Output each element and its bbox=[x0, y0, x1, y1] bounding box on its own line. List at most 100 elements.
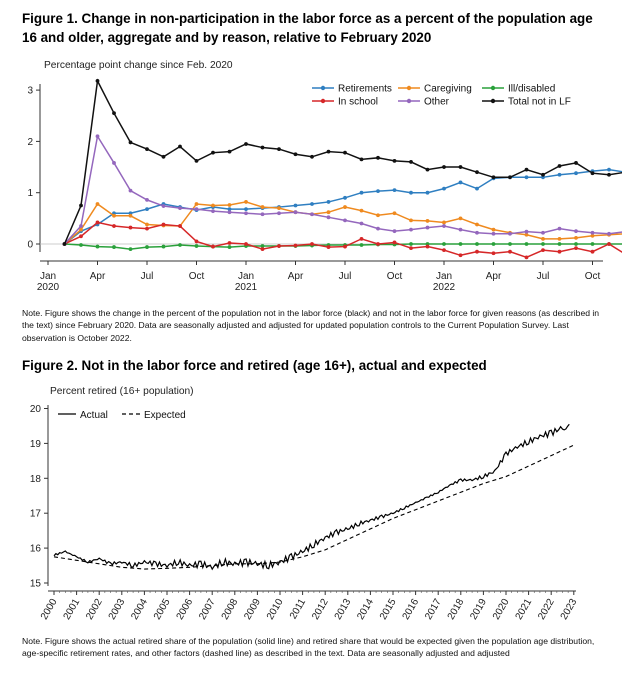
x-tick-label: 2019 bbox=[468, 597, 489, 622]
data-point bbox=[376, 226, 380, 231]
data-point bbox=[425, 225, 430, 230]
data-point bbox=[590, 171, 595, 176]
data-point bbox=[475, 186, 479, 191]
data-point bbox=[574, 229, 578, 234]
data-point bbox=[293, 210, 298, 215]
data-point bbox=[194, 158, 199, 163]
y-tick-label: 20 bbox=[30, 404, 42, 415]
data-point bbox=[574, 235, 578, 240]
data-point bbox=[541, 248, 545, 253]
x-tick-label: Jan bbox=[238, 271, 254, 282]
data-point bbox=[392, 229, 397, 234]
data-point bbox=[211, 150, 215, 155]
series-line-expected bbox=[53, 444, 575, 570]
y-tick-label: 18 bbox=[30, 474, 42, 485]
x-tick-label: 2000 bbox=[39, 597, 60, 622]
data-point bbox=[425, 244, 430, 249]
legend-label: Retirements bbox=[338, 84, 392, 95]
data-point bbox=[409, 218, 413, 223]
data-point bbox=[79, 224, 83, 228]
data-point bbox=[128, 140, 133, 145]
data-point bbox=[178, 243, 182, 247]
data-point bbox=[194, 239, 199, 244]
y-tick-label: 0 bbox=[27, 240, 33, 251]
data-point bbox=[574, 246, 578, 251]
data-point bbox=[326, 215, 331, 220]
x-tick-label: 2020 bbox=[491, 597, 512, 622]
data-point bbox=[145, 197, 149, 202]
data-point bbox=[359, 243, 364, 247]
data-point bbox=[557, 249, 562, 254]
data-point bbox=[359, 221, 364, 226]
data-point bbox=[458, 227, 463, 232]
data-point bbox=[211, 209, 215, 214]
data-point bbox=[425, 167, 430, 172]
data-point bbox=[574, 242, 578, 246]
x-tick-label: Jul bbox=[537, 271, 550, 282]
data-point bbox=[227, 241, 232, 245]
data-point bbox=[442, 224, 446, 228]
data-point bbox=[557, 226, 562, 231]
data-point bbox=[145, 245, 149, 249]
figure-1-y-axis-label: Percentage point change since Feb. 2020 bbox=[44, 60, 233, 71]
data-point bbox=[392, 211, 397, 216]
data-point bbox=[161, 244, 166, 249]
data-point bbox=[260, 145, 265, 150]
x-tick-label: Oct bbox=[585, 271, 601, 282]
data-point bbox=[442, 186, 446, 191]
data-point bbox=[227, 203, 232, 207]
data-point bbox=[491, 251, 496, 256]
x-tick-label: 2016 bbox=[401, 597, 422, 622]
data-point bbox=[343, 205, 347, 209]
x-tick-label: 2010 bbox=[265, 597, 286, 622]
legend-label: Caregiving bbox=[424, 84, 472, 95]
data-point bbox=[409, 190, 413, 195]
data-point bbox=[244, 200, 248, 204]
data-point bbox=[574, 171, 578, 176]
x-tick-label: Jan bbox=[436, 271, 452, 282]
data-point bbox=[607, 242, 611, 246]
x-tick-label: 2018 bbox=[446, 597, 467, 622]
figure-2-note: Note. Figure shows the actual retired sh… bbox=[22, 636, 595, 659]
x-tick-label: Oct bbox=[387, 271, 403, 282]
x-tick-label: Apr bbox=[486, 271, 502, 282]
x-tick-label: 2006 bbox=[175, 597, 196, 622]
data-point bbox=[260, 212, 265, 217]
data-point bbox=[112, 111, 116, 116]
legend-marker bbox=[320, 85, 326, 91]
data-point bbox=[95, 202, 100, 206]
data-point bbox=[409, 227, 413, 232]
series-line-other bbox=[63, 134, 622, 245]
figure-2-series bbox=[53, 423, 575, 571]
x-tick-label: Oct bbox=[189, 271, 205, 282]
data-point bbox=[541, 242, 545, 246]
data-point bbox=[359, 236, 364, 241]
figure-1-chart: Percentage point change since Feb. 2020 … bbox=[27, 60, 622, 293]
x-tick-year-label: 2021 bbox=[235, 282, 258, 293]
data-point bbox=[590, 242, 595, 246]
data-point bbox=[590, 249, 595, 254]
x-tick-label: 2015 bbox=[378, 597, 399, 622]
data-point bbox=[95, 244, 100, 249]
data-point bbox=[244, 211, 248, 216]
data-point bbox=[178, 206, 182, 210]
data-point bbox=[541, 230, 545, 235]
x-tick-label: Jul bbox=[141, 271, 154, 282]
data-point bbox=[491, 175, 496, 180]
data-point bbox=[310, 154, 314, 159]
data-point bbox=[293, 243, 298, 248]
data-point bbox=[425, 219, 430, 223]
y-tick-label: 17 bbox=[30, 509, 42, 520]
data-point bbox=[128, 213, 133, 218]
y-tick-label: 1 bbox=[27, 188, 33, 199]
data-point bbox=[458, 165, 463, 169]
x-tick-year-label: 2020 bbox=[37, 282, 60, 293]
figure-2-chart: Percent retired (16+ population) 1516171… bbox=[30, 386, 580, 622]
x-tick-label: 2017 bbox=[423, 597, 444, 622]
data-point bbox=[458, 180, 463, 185]
data-point bbox=[541, 236, 545, 241]
data-point bbox=[277, 147, 281, 151]
data-point bbox=[458, 253, 463, 258]
data-point bbox=[409, 160, 413, 164]
